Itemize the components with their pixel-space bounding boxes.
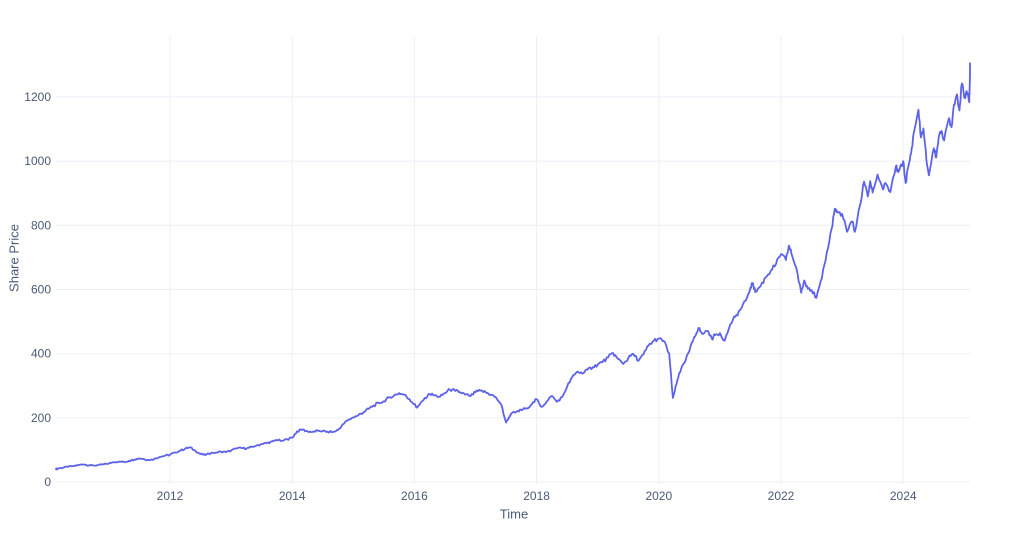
plot-area[interactable] [56,33,970,487]
y-tick-label: 800 [31,218,51,232]
x-axis-title: Time [499,506,529,522]
y-tick-label: 600 [31,283,51,297]
x-tick-label: 2024 [890,489,917,503]
x-tick-label: 2012 [157,489,184,503]
x-tick-label: 2014 [279,489,306,503]
tick-labels: 0 200 400 600 800 1000 1200 2012 2014 2016 2018 202… [24,90,917,503]
y-tick-label: 1000 [24,154,51,168]
x-tick-label: 2020 [645,489,672,503]
gridlines [56,36,970,484]
y-tick-label: 400 [31,347,51,361]
share-price-line [55,62,971,471]
x-tick-label: 2016 [401,489,428,503]
y-axis-title: Share Price [6,224,22,292]
x-tick-label: 2022 [768,489,795,503]
y-tick-label: 200 [31,411,51,425]
y-tick-label: 1200 [24,90,51,104]
y-tick-label: 0 [44,475,51,489]
x-tick-label: 2018 [523,489,550,503]
